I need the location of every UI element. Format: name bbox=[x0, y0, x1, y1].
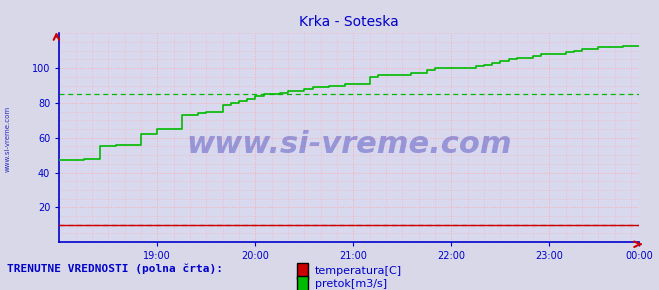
Title: Krka - Soteska: Krka - Soteska bbox=[299, 15, 399, 29]
Text: pretok[m3/s]: pretok[m3/s] bbox=[315, 279, 387, 289]
Text: www.si-vreme.com: www.si-vreme.com bbox=[5, 106, 11, 172]
Text: temperatura[C]: temperatura[C] bbox=[315, 266, 402, 276]
Text: TRENUTNE VREDNOSTI (polna črta):: TRENUTNE VREDNOSTI (polna črta): bbox=[7, 263, 223, 273]
Text: www.si-vreme.com: www.si-vreme.com bbox=[186, 130, 512, 159]
